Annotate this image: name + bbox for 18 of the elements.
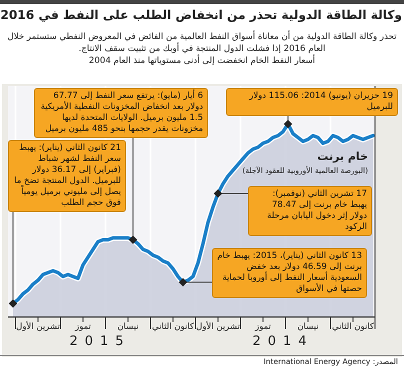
x-tick-label: تشرين الأول [15,322,61,332]
x-tick-label: نيسان [297,322,319,332]
x-tick-label: تموز [255,322,271,332]
note-box: 17 تشرين الثاني (نوفمبر): يهبط خام برنت إلى 78.47 دولار إثر دخول اليابان مرحلة الركود [248,186,372,236]
x-tick-label: كانون الثاني [331,322,375,332]
x-tick-label: تشرين الأول [196,322,240,332]
note-box: 6 أيار (مايو): يرتفع سعر النفط إلى 67.77 دولار بعد انخفاض المخزونات النفطية الأمريكية 1.5 مليون برميل. الولايات المتحدة لديها مخزونات يقدر حجمها بنحو 485 مليون برميل [34,88,208,138]
text: 2014 [251,334,315,349]
series-label: خام برنت [317,150,368,163]
x-tick-label: كانون الثاني [152,322,194,332]
x-tick-label: تموز [75,322,91,332]
chart-subtitle: تحذر وكالة الطاقة الدولية من أن معاناة أسواق النفط العالمية من الفائض في المعروض النفطي ستستمر خلال العام 2016 إذا فشلت الدول المنتجة في أوبك من تثبيت سقف الانتاج. أسعار النفط الخام انخفضت إلى أدنى مستوياتها منذ العام 2004 [6,31,398,67]
note-box: 19 حزيران (يونيو) 2014: 115.06 دولار للبرميل [226,88,398,116]
note-box: 21 كانون الثاني (يناير): يهبط سعر النفط لشهر شباط (فبراير) إلى 36.17 دولار للبرميل. الدول المنتجة تضخ ما يصل إلى مليوني برميل يومياً فوق حجم الطلب [8,140,126,212]
x-tick-label: نيسان [117,322,139,332]
text: 2015 [68,334,132,349]
chart-title: وكالة الطاقة الدولية تحذر من انخفاض الطلب على النفط في 2016 [0,8,402,22]
note-box: 13 كانون الثاني (يناير)، 2015: يهبط خام برنت إلى 46.59 دولار بعد خفض السعودية أسعار النفط إلى أوروبا لحماية حصتها في الأسواق [212,248,367,298]
